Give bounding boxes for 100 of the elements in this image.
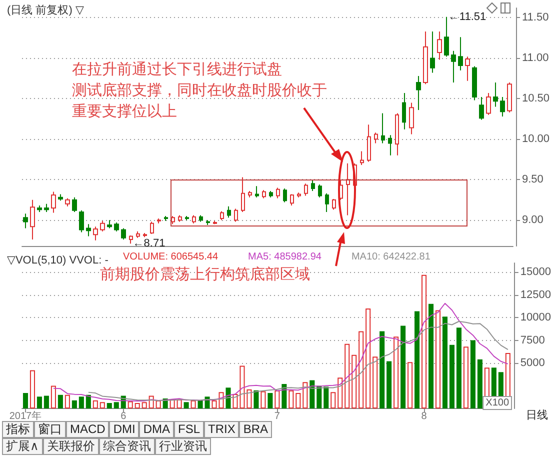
candlestick [346,162,350,216]
candlestick [444,16,449,58]
bar [352,354,357,408]
candlestick [234,208,238,222]
candlestick [178,214,182,222]
annotation: 测试底部支撑，同时在收盘时股价收于 [72,82,327,99]
bar [435,310,441,408]
candlestick [23,213,28,229]
candlestick [325,192,329,212]
candlestick [304,183,308,196]
candlestick [297,192,301,198]
bar [156,400,161,408]
bar [338,378,343,408]
x-tick-label: 7 [274,411,280,422]
bar [366,308,371,408]
bar [380,331,385,408]
candlestick [227,206,231,218]
text: MA5: 485982.94 [248,252,322,262]
candlestick [416,76,421,110]
annotation: ←8.71 [132,238,166,250]
bar [86,394,91,408]
candlestick [311,179,315,192]
annotation: 重要支撑位以上 [72,103,177,120]
bar [449,344,454,408]
candlestick [465,56,470,82]
bar [64,394,70,408]
bar [442,316,448,408]
candlestick [157,218,161,224]
text: 日线 [526,408,548,422]
bar [288,390,294,408]
candlestick [262,190,266,199]
annotation: 前期股价震荡上行构筑底部区域 [100,266,310,283]
text: 指标 [2,421,34,438]
bar [190,400,196,408]
bar [30,370,36,408]
text: MA10: 642422.81 [351,252,431,262]
candlestick [269,190,273,198]
candlestick [388,134,392,156]
bar [330,392,336,408]
bar [324,386,329,408]
bar [134,403,140,408]
candlestick [44,203,49,212]
bar [50,386,56,408]
text: DMA [139,421,174,438]
candlestick [213,220,217,225]
bar [142,402,147,408]
bar [422,274,427,408]
text: 关联报价 [42,438,99,455]
candlestick [507,82,512,113]
bar [184,402,189,408]
y-tick-label: 9.50 [522,174,544,186]
candlestick [360,150,364,166]
bar [428,304,434,408]
candlestick [150,221,154,234]
bar [260,391,266,408]
candlestick [72,196,77,212]
text: 窗口 [34,421,66,438]
chart-title: ▽VOL(5,10) VVOL: - [7,254,109,266]
bar [114,402,119,408]
candlestick [430,30,435,74]
bar [106,403,112,408]
x-tick-label: 2017年 [9,410,42,422]
candlestick [318,184,322,198]
candlestick [276,187,280,199]
bar [477,359,482,408]
candlestick [332,198,336,210]
text: 扩展∧ [2,438,43,455]
bar [100,402,105,408]
bar [408,362,413,408]
bar [302,382,308,408]
annotation: 在拉升前通过长下引线进行试盘 [72,61,282,78]
y-tick-label: 5000 [520,357,545,370]
y-tick-label: 7500 [520,334,545,346]
candlestick [241,176,245,212]
candlestick [409,102,414,135]
y-tick-label: 11.00 [522,52,549,64]
candlestick [192,214,196,224]
bar [58,394,63,408]
bar [92,400,98,408]
candlestick [423,30,428,85]
candlestick [107,220,112,229]
candlestick [402,92,406,130]
x-tick-label: 8 [421,411,428,422]
candlestick [290,194,294,206]
bar [268,393,273,408]
candlestick [283,188,287,203]
candlestick [129,234,133,244]
y-tick-label: 10.00 [522,133,550,146]
y-tick-label: 15000 [520,266,552,278]
candlestick [79,210,84,233]
candlestick [486,92,491,116]
bar [282,384,287,408]
bar [72,400,77,408]
text: TRIX [204,421,240,438]
candlestick [121,228,126,240]
y-tick-label: 10.50 [522,92,550,105]
candlestick [185,216,189,221]
candlestick [493,82,498,108]
text: 综合资讯 [98,438,155,455]
candlestick [86,224,91,237]
